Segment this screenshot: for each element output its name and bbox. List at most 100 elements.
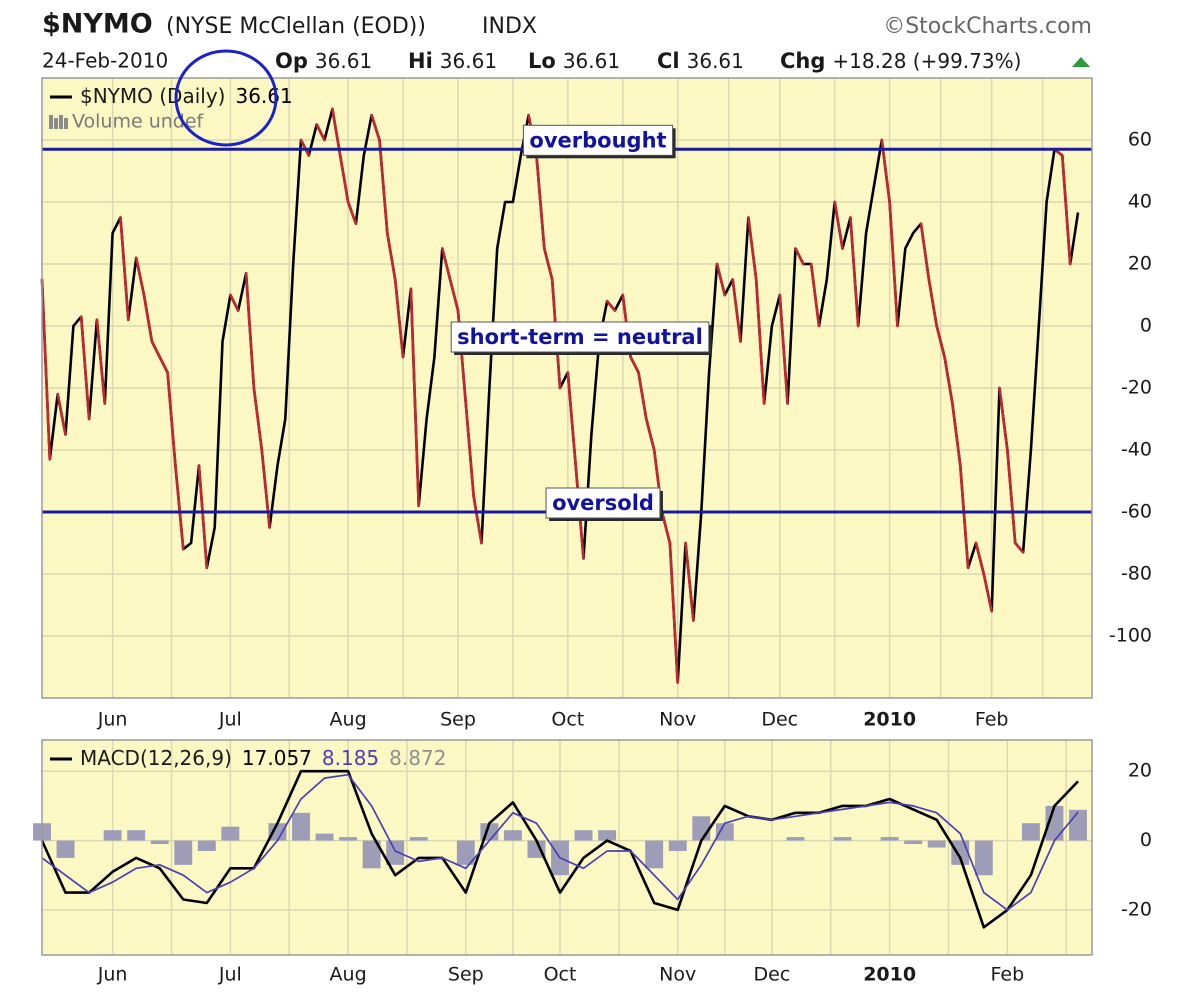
x-tick-label: Feb xyxy=(975,709,1009,731)
highlight-circle xyxy=(174,49,278,147)
histogram-bar xyxy=(127,830,146,841)
falling-segment xyxy=(684,541,695,622)
falling-segment xyxy=(794,247,805,266)
falling-segment xyxy=(668,541,680,684)
falling-segment xyxy=(998,386,1009,452)
histogram-bar xyxy=(456,840,475,865)
histogram-bar xyxy=(1045,805,1064,841)
histogram-bar xyxy=(386,840,405,865)
quote-value: 36.61 xyxy=(687,49,744,73)
falling-segment xyxy=(409,287,421,508)
histogram-bar xyxy=(833,837,852,841)
x-tick-label: Feb xyxy=(991,964,1025,986)
histogram-bar xyxy=(927,840,946,848)
quote-value: 36.61 xyxy=(563,49,620,73)
x-tick-label: Dec xyxy=(761,709,798,731)
label-box xyxy=(522,124,674,156)
quote-item: Lo 36.61 xyxy=(528,49,620,74)
falling-segment xyxy=(260,448,271,529)
reference-label: oversold xyxy=(552,491,654,515)
y-tick-label: -20 xyxy=(1121,377,1152,399)
quote-value: 36.61 xyxy=(315,49,372,73)
falling-segment xyxy=(393,278,405,359)
histogram-bar xyxy=(197,840,216,851)
quote-item: Chg +18.28 (+99.73%) xyxy=(780,49,1021,74)
y-tick-label: 20 xyxy=(1128,760,1152,782)
y-tick-label: -60 xyxy=(1121,501,1152,523)
falling-segment xyxy=(229,293,240,312)
falling-segment xyxy=(95,318,107,405)
reference-label: overbought xyxy=(529,128,666,152)
quote-value: 36.61 xyxy=(440,49,497,73)
x-tick-label: Dec xyxy=(754,964,791,986)
x-tick-label: Oct xyxy=(551,709,584,731)
falling-segment xyxy=(951,402,962,467)
histogram-bar xyxy=(503,830,522,841)
histogram-bar xyxy=(1021,823,1040,841)
security-name: (NYSE McClellan (EOD)) xyxy=(166,14,426,39)
falling-segment xyxy=(448,278,460,312)
falling-segment xyxy=(331,107,342,157)
histogram-bar xyxy=(56,840,75,858)
y-tick-label: -100 xyxy=(1109,625,1152,647)
histogram-bar xyxy=(409,837,428,841)
histogram-bar xyxy=(904,840,923,845)
histogram-bar xyxy=(880,837,899,841)
quote-label: Cl xyxy=(657,49,680,73)
falling-segment xyxy=(464,402,475,498)
y-tick-label: 40 xyxy=(1128,191,1152,213)
falling-segment xyxy=(637,371,648,421)
label-box xyxy=(545,487,661,519)
falling-segment xyxy=(56,392,67,436)
falling-segment xyxy=(252,386,264,452)
x-tick-label: Sep xyxy=(440,709,476,731)
falling-segment xyxy=(299,138,311,157)
quote-label: Op xyxy=(275,49,308,73)
falling-segment xyxy=(472,495,483,545)
falling-segment xyxy=(150,340,162,359)
histogram-bar xyxy=(339,837,358,841)
histogram-bar xyxy=(221,826,240,841)
histogram-bar xyxy=(362,840,381,869)
falling-segment xyxy=(142,293,154,343)
overlay xyxy=(174,49,278,147)
falling-segment xyxy=(935,324,946,359)
x-tick-label: Jul xyxy=(218,709,242,731)
falling-segment xyxy=(79,315,91,421)
falling-segment xyxy=(927,278,939,328)
series-line xyxy=(41,773,1079,911)
falling-segment xyxy=(166,371,177,467)
x-tick-label: Nov xyxy=(659,964,696,986)
falling-segment xyxy=(315,123,326,142)
histogram-bar xyxy=(1069,809,1087,841)
quote-date: 24-Feb-2010 xyxy=(42,49,168,73)
falling-segment xyxy=(338,154,350,204)
plot-border xyxy=(41,77,1093,699)
x-tick-label: Jun xyxy=(97,964,128,986)
falling-segment xyxy=(645,417,656,452)
histogram-bar xyxy=(268,823,287,841)
legend-entry: MACD(12,26,9) 17.057 8.185 8.872 xyxy=(80,746,446,770)
volume-icon xyxy=(49,115,53,129)
plot-border xyxy=(41,739,1093,956)
falling-segment xyxy=(731,278,742,343)
falling-segment xyxy=(197,464,209,570)
series-line xyxy=(40,769,1079,929)
volume-icon xyxy=(59,115,63,129)
falling-segment xyxy=(378,138,389,235)
quote-item: Cl 36.61 xyxy=(657,49,744,74)
legend-value: 8.185 xyxy=(322,746,379,770)
annotation: short-term = neutral xyxy=(457,325,703,349)
quote-value: +18.28 (+99.73%) xyxy=(832,49,1021,73)
falling-segment xyxy=(535,154,546,250)
legend-name: $NYMO (Daily) xyxy=(80,84,225,108)
falling-segment xyxy=(958,464,970,570)
histogram-bar xyxy=(786,837,805,841)
falling-segment xyxy=(629,355,640,374)
volume-icon xyxy=(64,118,68,129)
falling-segment xyxy=(370,113,381,142)
histogram-bar xyxy=(574,830,593,841)
falling-segment xyxy=(919,222,931,281)
x-tick-label: Aug xyxy=(330,709,367,731)
